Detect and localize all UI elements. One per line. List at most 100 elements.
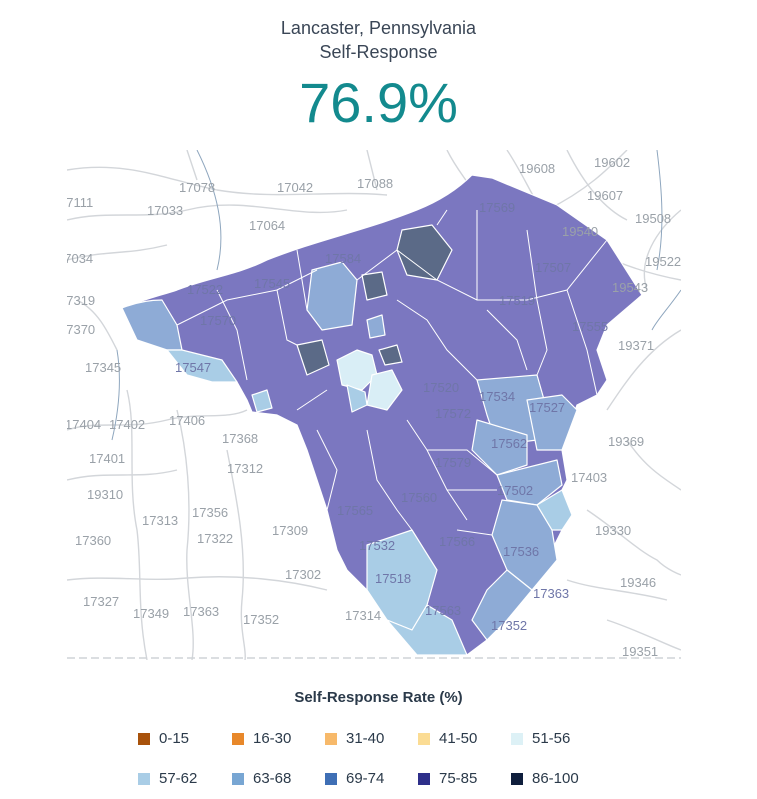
zip-label: 17319 [67,293,95,308]
zip-label: 17527 [529,400,565,415]
legend-item-63-68[interactable]: 63-68 [232,770,291,787]
legend-swatch [232,772,244,785]
zip-region-17562[interactable] [496,459,563,506]
legend-swatch [325,772,337,785]
zip-label: 19346 [620,575,656,590]
zip-label: 17547 [175,360,211,375]
legend-swatch [325,732,337,745]
base-map-rivers [111,150,681,441]
zip-label: 17572 [435,406,471,421]
zip-label: 17309 [272,523,308,538]
zip-label: 17313 [142,513,178,528]
zip-label: 17579 [435,455,471,470]
zip-label: 17312 [227,461,263,476]
zip-label: 17518 [375,571,411,586]
zip-region-columbia[interactable] [251,389,273,413]
zip-label: 17562 [491,436,527,451]
zip-label: 19508 [635,211,671,226]
zip-region-17572[interactable] [471,419,528,476]
legend-label: 41-50 [439,730,478,747]
legend-swatch [511,772,523,785]
zip-label: 17584 [325,251,361,266]
zip-label: 19371 [618,338,654,353]
zip-label: 19351 [622,644,658,659]
place-name: Lancaster, Pennsylvania [280,18,477,38]
zip-label: 17401 [89,451,125,466]
zip-label: 17402 [109,417,145,432]
zip-region-city-west[interactable] [346,384,368,413]
zip-label: 17566 [439,534,475,549]
legend-label: 51-56 [532,730,571,747]
zip-label: 17560 [401,490,437,505]
legend-item-57-62[interactable]: 57-62 [138,770,197,787]
legend-label: 69-74 [346,770,385,787]
zip-label: 17360 [75,533,111,548]
metric-name: Self-Response [319,42,438,62]
legend-item-86-100[interactable]: 86-100 [511,770,579,787]
base-map-roads [67,150,681,660]
zip-label: 17363 [183,604,219,619]
legend-item-69-74[interactable]: 69-74 [325,770,384,787]
legend-title: Self-Response Rate (%) [294,689,463,706]
legend-label: 0-15 [159,730,190,747]
zip-label: 17349 [133,606,169,621]
zip-label: 17088 [357,176,393,191]
zip-label: 17507 [535,260,571,275]
zip-label: 17555 [572,319,608,334]
legend-label: 57-62 [159,770,198,787]
zip-region-north-blue[interactable] [306,261,358,331]
zip-region-19362[interactable] [471,569,533,641]
legend-swatch [418,772,430,785]
zip-label: 17370 [67,322,95,337]
legend-swatch [232,732,244,745]
zip-region-17547[interactable] [166,349,238,383]
zip-label: 17534 [479,389,515,404]
zip-label: 17314 [345,608,381,623]
legend-item-16-30[interactable]: 16-30 [232,730,291,747]
zip-region-east-dark[interactable] [378,344,403,366]
legend-swatch [138,732,150,745]
zip-label: 17352 [243,612,279,627]
zip-region-north-small[interactable] [361,271,388,301]
legend-label: 63-68 [253,770,292,787]
zip-region-17502[interactable] [536,489,573,531]
legend-label: 16-30 [253,730,292,747]
zip-label: 17570 [200,313,236,328]
zip-label: 17536 [503,544,539,559]
legend-swatch [511,732,523,745]
zip-label: 17033 [147,203,183,218]
outside-zip-labels: 17078 17042 17088 19608 19602 17111 1703… [67,155,681,659]
zip-label: 17502 [497,483,533,498]
legend-item-41-50[interactable]: 41-50 [418,730,477,747]
zip-label: 17042 [277,180,313,195]
legend-item-0-15[interactable]: 0-15 [138,730,189,747]
zip-label: 17064 [249,218,285,233]
legend-item-75-85[interactable]: 75-85 [418,770,477,787]
zip-label: 19310 [87,487,123,502]
zip-label: 17520 [423,380,459,395]
zip-label: 17302 [285,567,321,582]
legend-label: 75-85 [439,770,478,787]
zip-label: 19369 [608,434,644,449]
zip-region-west-dark[interactable] [296,339,330,376]
zip-region-north-city[interactable] [366,314,386,339]
zip-region-17563[interactable] [386,604,468,656]
zip-code-map[interactable]: 17078 17042 17088 19608 19602 17111 1703… [67,150,681,660]
zip-label: 17078 [179,180,215,195]
zip-region-17527[interactable] [526,394,578,451]
zip-label: 17111 [67,195,93,210]
zip-label: 17322 [197,531,233,546]
zip-label: 17368 [222,431,258,446]
zip-label: 17522 [187,282,223,297]
legend-item-31-40[interactable]: 31-40 [325,730,384,747]
inside-zip-labels: 17569 17522 17545 17584 17507 17519 1757… [175,200,608,633]
zip-label: 17565 [337,503,373,518]
self-response-rate: 76.9% [299,71,458,134]
zip-label: 19608 [519,161,555,176]
zip-label: 17569 [479,200,515,215]
zip-region-city-south[interactable] [366,369,403,411]
zip-label: 17403 [571,470,607,485]
legend-item-51-56[interactable]: 51-56 [511,730,570,747]
legend-swatch [418,732,430,745]
zip-label: 17519 [499,293,535,308]
